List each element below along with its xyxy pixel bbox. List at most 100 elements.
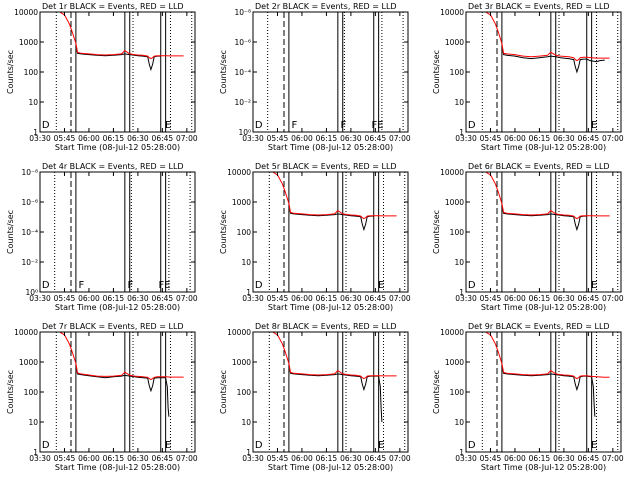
x-axis-label: Start Time (08-Jul-12 05:28:00): [55, 303, 180, 312]
x-tick-label: 05:45: [54, 294, 76, 303]
y-tick-label: 10⁰: [25, 288, 38, 297]
x-tick-label: 06:00: [291, 454, 313, 463]
x-tick-label: 07:00: [389, 454, 411, 463]
y-tick-label: 10⁻²: [234, 98, 251, 107]
x-tick-label: 07:00: [176, 134, 198, 143]
x-axis-label: Start Time (08-Jul-12 05:28:00): [268, 463, 393, 472]
y-tick-label: 10000: [227, 168, 251, 177]
x-tick-label: 06:15: [316, 134, 338, 143]
x-tick-label: 05:45: [480, 134, 502, 143]
x-tick-label: 05:45: [267, 134, 289, 143]
y-tick-label: 100: [450, 228, 465, 237]
x-tick-label: 06:15: [103, 134, 125, 143]
y-tick-label: 1000: [445, 358, 464, 367]
x-tick-label: 03:30: [242, 134, 264, 143]
plot-frame: [465, 171, 622, 293]
x-tick-label: 06:15: [529, 294, 551, 303]
panel-title: Det 1r BLACK = Events, RED = LLD: [42, 2, 184, 11]
x-tick-label: 03:30: [455, 134, 477, 143]
y-tick-label: 10⁻⁶: [21, 198, 38, 207]
series-events-line: [501, 44, 605, 74]
y-tick-label: 10000: [440, 168, 464, 177]
x-axis-label: Start Time (08-Jul-12 05:28:00): [268, 303, 393, 312]
y-tick-label: 10000: [440, 328, 464, 337]
flag-letter: F: [79, 280, 85, 291]
x-axis-label: Start Time (08-Jul-12 05:28:00): [481, 143, 606, 152]
x-tick-label: 05:45: [480, 294, 502, 303]
panel-det9r: Det 9r BLACK = Events, RED = LLD D E 1 10 100…: [432, 322, 624, 472]
plot-frame: [465, 11, 622, 133]
x-tick-label: 05:45: [54, 134, 76, 143]
x-tick-label: 06:30: [127, 454, 149, 463]
flag-letter: D: [468, 440, 476, 451]
x-tick-label: 07:00: [602, 294, 624, 303]
y-tick-label: 10000: [14, 8, 38, 17]
plot-frame: [252, 11, 409, 133]
x-tick-label: 06:45: [152, 134, 174, 143]
y-axis-label: Counts/sec: [6, 50, 15, 94]
y-tick-label: 10⁻⁴: [234, 68, 251, 77]
y-tick-label: 1: [33, 128, 38, 137]
panel-title: Det 9r BLACK = Events, RED = LLD: [468, 322, 610, 331]
panel-title: Det 8r BLACK = Events, RED = LLD: [255, 322, 397, 331]
flag-letter: E: [591, 440, 597, 451]
y-tick-label: 10: [454, 258, 464, 267]
x-tick-label: 06:30: [340, 454, 362, 463]
flag-letter: F: [371, 120, 377, 131]
y-tick-label: 100: [24, 68, 39, 77]
series-events-line: [75, 364, 170, 417]
x-tick-label: 06:30: [127, 134, 149, 143]
flag-letter: D: [42, 120, 50, 131]
flag-letter: D: [468, 120, 476, 131]
x-tick-label: 05:45: [54, 454, 76, 463]
flag-letter: D: [468, 280, 476, 291]
panel-title: Det 6r BLACK = Events, RED = LLD: [468, 162, 610, 171]
panel-det7r: Det 7r BLACK = Events, RED = LLD D E 1 10 100…: [6, 322, 198, 472]
flag-letter: E: [377, 120, 383, 131]
plot-frame: [252, 331, 409, 453]
series-lld-line: [466, 331, 610, 380]
series-events-line: [75, 44, 161, 72]
x-tick-label: 03:30: [29, 454, 51, 463]
panel-det6r: Det 6r BLACK = Events, RED = LLD D E 1 10 100…: [432, 162, 624, 312]
x-tick-label: 06:00: [78, 294, 100, 303]
x-tick-label: 06:15: [103, 454, 125, 463]
y-tick-label: 1000: [19, 358, 38, 367]
x-tick-label: 06:45: [578, 454, 600, 463]
plot-frame: [465, 331, 622, 453]
x-tick-label: 06:00: [78, 134, 100, 143]
x-tick-label: 03:30: [29, 134, 51, 143]
x-tick-label: 06:15: [316, 294, 338, 303]
x-tick-label: 06:15: [103, 294, 125, 303]
x-tick-label: 07:00: [602, 134, 624, 143]
panel-det3r: Det 3r BLACK = Events, RED = LLD D E 1 10 100…: [432, 2, 624, 152]
x-tick-label: 06:45: [152, 294, 174, 303]
flag-letter: D: [42, 440, 50, 451]
x-tick-label: 06:15: [529, 454, 551, 463]
panel-title: Det 4r BLACK = Events, RED = LLD: [42, 162, 184, 171]
y-axis-label: Counts/sec: [219, 370, 228, 414]
panel-det8r: Det 8r BLACK = Events, RED = LLD D E 1 10 100…: [219, 322, 411, 472]
x-tick-label: 06:30: [340, 134, 362, 143]
x-tick-label: 03:30: [242, 454, 264, 463]
plot-frame: [252, 171, 409, 293]
panel-title: Det 2r BLACK = Events, RED = LLD: [255, 2, 397, 11]
x-axis-label: Start Time (08-Jul-12 05:28:00): [55, 463, 180, 472]
x-tick-label: 06:30: [127, 294, 149, 303]
x-tick-label: 03:30: [455, 454, 477, 463]
y-tick-label: 10: [454, 418, 464, 427]
y-tick-label: 100: [450, 388, 465, 397]
y-tick-label: 10⁻⁸: [234, 8, 251, 17]
x-tick-label: 03:30: [242, 294, 264, 303]
x-tick-label: 06:45: [578, 134, 600, 143]
x-tick-label: 06:30: [340, 294, 362, 303]
y-tick-label: 1: [246, 448, 251, 457]
y-tick-label: 10: [28, 98, 38, 107]
x-tick-label: 06:30: [553, 294, 575, 303]
x-tick-label: 06:45: [365, 294, 387, 303]
x-tick-label: 07:00: [602, 454, 624, 463]
plot-frame: [39, 331, 196, 453]
series-events-line: [501, 204, 587, 232]
y-tick-label: 10⁻⁶: [234, 38, 251, 47]
x-tick-label: 06:30: [553, 134, 575, 143]
